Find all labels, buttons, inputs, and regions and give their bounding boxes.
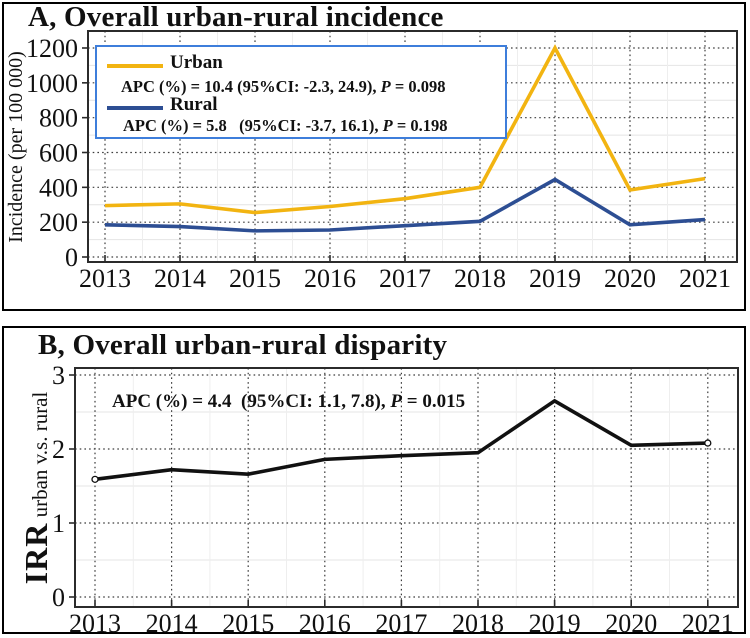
svg-text:2018: 2018 <box>452 609 504 638</box>
panel-b-apc-annotation: APC (%) = 4.4 (95%CI: 1.1, 7.8), P = 0.0… <box>112 391 465 413</box>
svg-text:800: 800 <box>39 104 78 133</box>
panel-b-y-axis-label: IRR urban v.s. rural <box>18 338 58 638</box>
svg-text:600: 600 <box>39 139 78 168</box>
panel-b-y-axis-label-sub: urban v.s. rural <box>28 391 52 523</box>
legend-rural-line-swatch-icon <box>107 106 163 110</box>
legend-rural-apc-text: APC (%) = 5.8 (95%CI: -3.7, 16.1), P = 0… <box>123 116 448 136</box>
legend-urban-line-swatch-icon <box>107 64 163 68</box>
svg-text:3: 3 <box>52 361 65 390</box>
svg-text:2013: 2013 <box>79 264 131 293</box>
svg-text:1: 1 <box>52 509 65 538</box>
legend-urban-apc-text: APC (%) = 10.4 (95%CI: -2.3, 24.9), P = … <box>121 77 446 97</box>
svg-text:0: 0 <box>65 243 78 272</box>
svg-text:2016: 2016 <box>299 609 351 638</box>
rural-apc-p: P <box>382 116 393 135</box>
legend-urban-label: Urban <box>170 52 223 73</box>
svg-text:2017: 2017 <box>375 609 427 638</box>
panel-a-legend: Urban APC (%) = 10.4 (95%CI: -2.3, 24.9)… <box>95 45 507 139</box>
rural-apc-suffix: = 0.198 <box>392 116 448 135</box>
panel-b-disparity <box>2 326 746 634</box>
svg-text:2018: 2018 <box>454 264 506 293</box>
panel-a-title: A, Overall urban-rural incidence <box>28 1 444 33</box>
panel-b-apc-p: P <box>390 391 402 412</box>
svg-text:2020: 2020 <box>604 264 656 293</box>
svg-text:2021: 2021 <box>679 264 731 293</box>
panel-b-apc-suffix: = 0.015 <box>402 391 466 412</box>
svg-text:2014: 2014 <box>154 264 206 293</box>
svg-text:2021: 2021 <box>682 609 734 638</box>
svg-text:2015: 2015 <box>229 264 281 293</box>
panel-b-apc-prefix: APC (%) = 4.4 (95%CI: 1.1, 7.8), <box>112 391 391 412</box>
svg-text:1000: 1000 <box>26 69 78 98</box>
svg-text:2016: 2016 <box>304 264 356 293</box>
svg-text:2019: 2019 <box>529 264 581 293</box>
svg-text:2: 2 <box>52 435 65 464</box>
urban-apc-prefix: APC (%) = 10.4 (95%CI: -2.3, 24.9), <box>121 77 381 96</box>
svg-text:2014: 2014 <box>146 609 198 638</box>
svg-text:1200: 1200 <box>26 34 78 63</box>
urban-apc-suffix: = 0.098 <box>390 77 446 96</box>
panel-b-y-axis-label-main: IRR <box>18 522 54 585</box>
legend-rural-label: Rural <box>170 94 218 115</box>
svg-text:0: 0 <box>52 583 65 612</box>
svg-text:2013: 2013 <box>69 609 121 638</box>
rural-apc-prefix: APC (%) = 5.8 (95%CI: -3.7, 16.1), <box>123 116 383 135</box>
svg-text:200: 200 <box>39 208 78 237</box>
svg-text:2017: 2017 <box>379 264 431 293</box>
svg-text:400: 400 <box>39 173 78 202</box>
svg-text:2015: 2015 <box>222 609 274 638</box>
svg-text:2020: 2020 <box>605 609 657 638</box>
svg-text:2019: 2019 <box>529 609 581 638</box>
panel-b-title: B, Overall urban-rural disparity <box>38 329 448 361</box>
urban-apc-p: P <box>380 77 391 96</box>
panel-a-y-axis-label: Incidence (per 100 000) <box>5 51 27 243</box>
